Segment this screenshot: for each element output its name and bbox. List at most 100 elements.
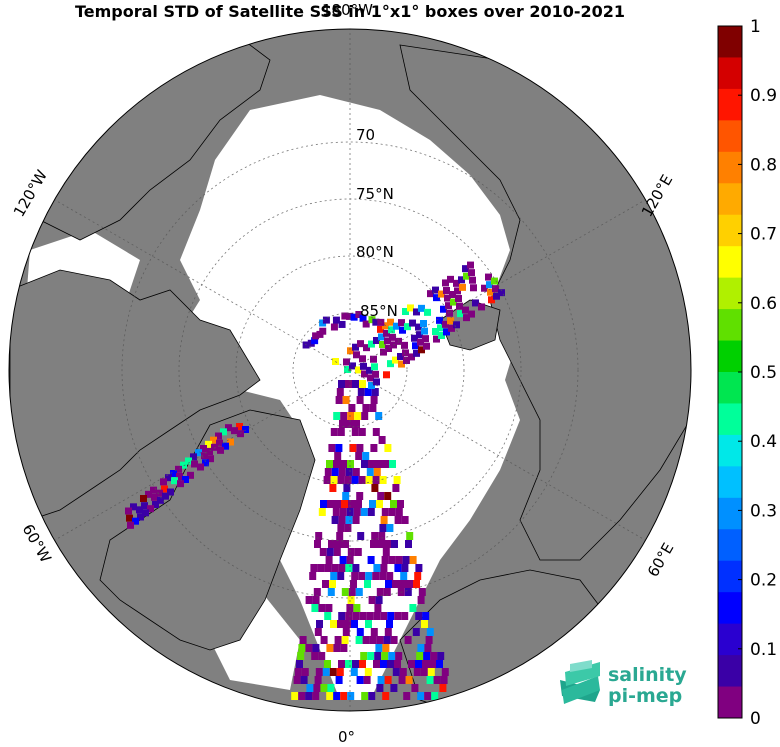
logo-line1: salinity [608,664,687,686]
sss-cell [341,500,348,508]
sss-cell [197,463,204,471]
sss-cell [375,596,383,604]
sss-cell [345,516,353,524]
sss-cell [384,676,392,684]
sss-cell [367,374,374,382]
sss-cell [415,660,422,668]
sss-cell [347,412,355,420]
sss-cell [404,636,412,644]
sss-cell [384,337,391,345]
sss-cell [415,612,423,620]
sss-cell [447,317,454,325]
colorbar-segment [718,655,742,688]
sss-cell [406,532,414,540]
sss-cell [364,668,372,676]
sss-cell [350,313,358,321]
sss-cell [366,468,374,476]
sss-cell [369,636,377,644]
sss-cell [217,446,224,454]
sss-cell [347,596,355,604]
sss-cell [326,644,334,652]
sss-cell [344,476,352,484]
sss-cell [409,604,417,612]
sss-cell [333,692,341,700]
sss-cell [346,604,354,612]
sss-cell [160,478,167,486]
sss-cell [337,524,345,532]
sss-cell [381,652,389,660]
sss-cell [300,676,308,684]
sss-cell [409,319,416,327]
sss-cell [425,636,433,644]
sss-cell [417,692,425,700]
sss-cell [401,564,409,572]
sss-cell [319,327,327,335]
sss-cell [311,604,319,612]
sss-cell [343,358,350,366]
sss-cell [379,476,387,484]
lat-label-70: 70 [356,126,375,144]
sss-cell [462,265,469,273]
sss-cell [373,612,381,620]
sss-cell [156,489,163,497]
map-title: Temporal STD of Satellite SSS in 1°x1° b… [74,2,626,21]
sss-cell [384,540,391,548]
sss-cell [436,660,443,668]
sss-cell [389,333,396,341]
sss-cell [126,514,133,522]
sss-cell [326,548,334,556]
sss-cell [315,532,323,540]
sss-cell [412,628,420,636]
sss-cell [374,604,382,612]
colorbar-segment [718,88,742,121]
sss-cell [481,284,488,292]
sss-cell [359,355,366,363]
sss-cell [305,692,313,700]
lon-label-0: 0° [338,728,355,746]
sss-cell [340,460,347,468]
sss-cell [384,628,392,636]
sss-cell [345,468,353,476]
sss-cell [324,564,332,572]
sss-cell [191,460,198,468]
sss-cell [161,485,168,493]
sss-cell [352,468,360,476]
sss-cell [386,620,393,628]
sss-cell [338,612,346,620]
sss-cell [384,444,392,452]
sss-cell [351,620,358,628]
sss-cell [125,507,132,515]
sss-cell [420,668,428,676]
sss-cell [329,484,337,492]
sss-cell [350,580,357,588]
sss-cell [356,676,364,684]
sss-cell [472,299,479,307]
sss-cell [374,652,382,660]
sss-cell [347,460,354,468]
canadian-archipelago [9,269,261,521]
sss-cell [405,540,412,548]
sss-cell [339,508,347,516]
sss-cell [352,660,359,668]
sss-cell [201,452,208,460]
colorbar-tick-label: 0.2 [750,571,777,591]
sss-cell [357,532,365,540]
sss-cell [346,312,354,320]
sss-cell [402,308,409,315]
sss-cell [348,588,356,596]
sss-cell [162,492,169,500]
sss-cell [413,308,420,316]
sss-cell [402,349,409,357]
sss-cell [369,404,377,412]
sss-cell [416,331,423,339]
sss-cell [364,388,372,396]
sss-cell [433,294,440,302]
sss-cell [467,261,474,269]
sss-cell [322,668,330,676]
sss-cell [352,343,359,351]
sss-cell [336,668,344,676]
sss-cell [386,572,394,580]
sss-cell [312,332,320,340]
sss-cell [404,323,411,331]
sss-cell [367,556,375,564]
